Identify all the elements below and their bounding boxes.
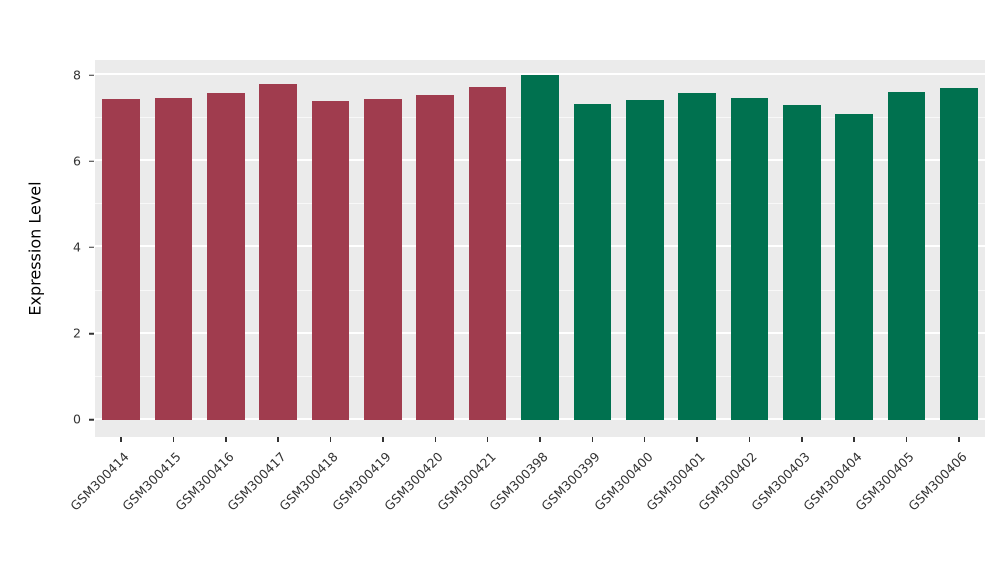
x-tick-mark xyxy=(801,437,803,442)
y-axis-ticks: 0 2 4 6 8 xyxy=(0,60,95,437)
x-axis-ticks xyxy=(95,437,985,443)
y-tick-mark xyxy=(89,160,94,163)
bar-GSM300406 xyxy=(939,88,978,420)
y-tick-mark xyxy=(89,74,94,76)
y-tick-mark xyxy=(89,246,94,249)
bar-GSM300419 xyxy=(364,98,402,420)
bar-GSM300416 xyxy=(207,93,245,420)
x-tick-mark xyxy=(748,437,751,442)
x-tick-mark xyxy=(172,437,175,442)
x-tick-mark xyxy=(853,437,855,442)
x-tick-mark xyxy=(329,437,332,442)
x-tick-mark xyxy=(486,437,489,442)
x-tick-mark xyxy=(643,437,646,442)
x-tick-mark xyxy=(120,437,122,442)
bar-GSM300418 xyxy=(311,100,350,420)
bar-GSM300421 xyxy=(468,87,507,420)
bar-GSM300402 xyxy=(730,97,769,420)
x-tick-mark xyxy=(905,437,908,442)
x-tick-mark xyxy=(277,437,279,442)
bar-GSM300401 xyxy=(678,93,716,420)
x-axis-labels: GSM300414 GSM300415 GSM300416 GSM300417 GSM3… xyxy=(67,443,985,563)
bar-GSM300420 xyxy=(416,95,455,420)
bar-GSM300399 xyxy=(573,103,612,420)
x-tick-mark xyxy=(958,437,960,442)
y-tick-label: 2 xyxy=(73,325,81,341)
bar-GSM300403 xyxy=(782,105,821,420)
bar-GSM300414 xyxy=(102,98,141,420)
y-tick-mark xyxy=(89,419,94,421)
y-tick-mark xyxy=(89,332,94,335)
x-tick-mark xyxy=(225,437,227,442)
bar-GSM300417 xyxy=(259,83,298,420)
y-tick-label: 4 xyxy=(73,239,81,255)
y-tick-label: 0 xyxy=(73,411,81,427)
y-tick-label: 8 xyxy=(73,66,81,82)
x-tick-mark xyxy=(539,437,541,442)
plot-panel xyxy=(95,60,985,437)
bar-GSM300404 xyxy=(835,113,873,420)
bar-GSM300400 xyxy=(625,100,664,420)
x-tick-mark xyxy=(696,437,698,442)
x-tick-mark xyxy=(591,437,594,442)
bar-GSM300405 xyxy=(887,92,926,420)
x-tick-mark xyxy=(434,437,437,442)
x-tick-mark xyxy=(382,437,384,442)
gridline-major xyxy=(95,73,985,76)
bar-GSM300415 xyxy=(154,97,193,420)
bar-GSM300398 xyxy=(521,75,559,420)
y-tick-label: 6 xyxy=(73,153,81,169)
